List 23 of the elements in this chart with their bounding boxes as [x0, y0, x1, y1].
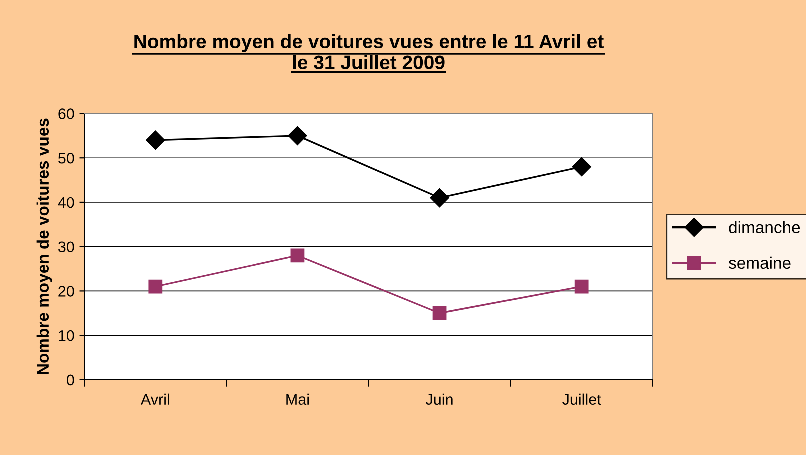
y-tick-label: 20: [58, 286, 74, 297]
x-tick-label: Avril: [140, 394, 170, 405]
point: [430, 188, 450, 208]
x-tick-label: Juin: [426, 394, 453, 406]
x-tick-label: Mai: [286, 394, 309, 406]
y-tick-label: 0: [67, 374, 74, 386]
y-axis-title: Nombre moyen de voitures vues: [36, 118, 52, 374]
point: [432, 306, 447, 320]
y-tick-label: 60: [58, 108, 74, 120]
point: [148, 280, 163, 294]
point: [290, 248, 305, 263]
point: [146, 130, 166, 150]
x-tick-label: Juillet: [562, 394, 602, 406]
legend-label: semaine: [729, 256, 791, 270]
y-tick-label: 50: [58, 152, 74, 164]
chart-title: Nombre moyen de voitures vues entre le 11 Avril et le 31 Juillet 2009: [134, 34, 604, 70]
y-tick-label: 30: [58, 242, 74, 253]
point: [288, 126, 308, 146]
y-tick-label: 10: [59, 330, 74, 342]
point: [574, 280, 589, 294]
y-tick-label: 40: [58, 197, 74, 208]
point: [572, 157, 592, 177]
legend-label: dimanche: [729, 221, 800, 234]
